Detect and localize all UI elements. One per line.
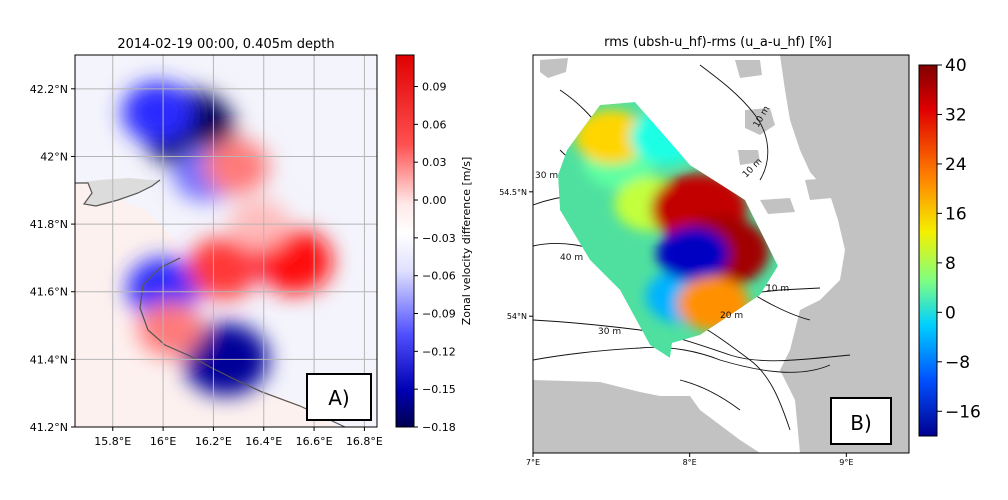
panel-a-grid (75, 55, 377, 427)
panel-b-cbar-tick-label-6: −8 (945, 353, 970, 373)
panel-b-cbar-tick-label-3: 16 (945, 204, 967, 224)
panel-a-x-tick-label-0: 15.8°E (94, 435, 131, 448)
panel-a-x-axis: 15.8°E 16°E 16.2°E 16.4°E 16.6°E 16.8°E (94, 427, 383, 448)
panel-a-y-tick-label-2: 41.8°N (30, 218, 68, 231)
panel-a-colorbar-ticks: 0.09 0.06 0.03 0.00 −0.03 −0.06 −0.09 −0.12 −0.1… (414, 81, 456, 434)
panel-b-x-axis: 7°E 8°E 9°E (526, 453, 853, 467)
panel-a-cbar-tick-label-0: 0.09 (422, 81, 447, 94)
panel-a-cbar-tick-label-7: −0.12 (422, 345, 456, 358)
contour-label-10m-a: 10 m (766, 284, 789, 294)
panel-a-cbar-tick-label-8: −0.15 (422, 383, 456, 396)
panel-a-label-box (306, 373, 372, 421)
panel-a-label: A) (328, 386, 349, 410)
panel-a-y-axis: 42.2°N 42°N 41.8°N 41.6°N 41.4°N 41.2°N (30, 83, 75, 434)
contour-label-40m-a: 40 m (560, 253, 583, 263)
panel-a-y-tick-label-5: 41.2°N (30, 421, 68, 434)
panel-a-x-tick-label-4: 16.6°E (296, 435, 333, 448)
panel-a-cbar-tick-label-6: −0.09 (422, 308, 456, 321)
panel-b-cbar-tick-label-2: 24 (945, 155, 967, 175)
panel-a-field-blob-9 (137, 301, 204, 357)
panel-a-colorbar-label: Zonal velocity difference [m/s] (460, 157, 473, 325)
panel-a-land-nw (75, 178, 160, 206)
panel-a-y-tick-label-1: 42°N (40, 150, 68, 163)
panel-a-title: 2014-02-19 00:00, 0.405m depth (117, 37, 334, 52)
panel-b-label-box (830, 397, 892, 445)
panel-b-colorbar (918, 64, 938, 437)
panel-b-label: B) (850, 411, 872, 435)
panel-b-y-tick-label-1: 54°N (507, 312, 527, 321)
panel-b-cbar-tick-label-7: −16 (945, 402, 981, 422)
panel-b-x-tick-label-0: 7°E (526, 458, 540, 467)
contour-label-20m: 20 m (720, 311, 743, 321)
panel-a-cbar-tick-label-9: −0.18 (422, 421, 456, 434)
panel-b-land (533, 55, 909, 453)
panel-b-colorbar-ticks: 40 32 24 16 8 0 −8 −16 (937, 56, 981, 422)
panel-a-cbar-tick-label-1: 0.06 (422, 118, 447, 131)
contour-label-30m-b: 30 m (535, 171, 558, 181)
panel-a-y-tick-label-3: 41.6°N (30, 286, 68, 299)
panel-b-cbar-tick-label-1: 32 (945, 105, 967, 125)
panel-b-y-axis: 54.5°N 54°N (499, 188, 533, 321)
panel-b: rms (ubsh-u_hf)-rms (u_a-u_hf) [%] (499, 35, 981, 467)
panel-b-cbar-tick-label-4: 8 (945, 254, 956, 274)
panel-a-frame (74, 54, 378, 428)
panel-a-colorbar (395, 54, 415, 428)
panel-b-x-tick-label-1: 8°E (683, 458, 697, 467)
panel-a-field-blob-1 (122, 81, 195, 144)
panel-b-field (575, 110, 769, 331)
panel-a-x-tick-label-2: 16.2°E (195, 435, 232, 448)
panel-a-coastline (75, 179, 346, 427)
panel-b-cbar-tick-label-0: 40 (945, 56, 967, 76)
panel-a: 2014-02-19 00:00, 0.405m depth 15.8°E 16°… (30, 37, 473, 448)
panel-a-field-blob-8 (203, 138, 269, 195)
panel-a-y-tick-label-0: 42.2°N (30, 83, 68, 96)
panel-a-cbar-tick-label-5: −0.06 (422, 270, 456, 283)
panel-b-frame (532, 54, 910, 454)
panel-b-x-tick-label-2: 9°E (839, 458, 853, 467)
panel-a-x-tick-label-1: 16°E (150, 435, 176, 448)
panel-a-field-blob-7 (187, 237, 260, 299)
contour-label-30m: 30 m (598, 327, 621, 337)
panel-a-y-tick-label-4: 41.4°N (30, 353, 68, 366)
panel-a-field-blob-6 (255, 228, 333, 294)
panel-a-cbar-tick-label-4: −0.03 (422, 232, 456, 245)
panel-b-title: rms (ubsh-u_hf)-rms (u_a-u_hf) [%] (604, 35, 832, 50)
panel-a-x-tick-label-5: 16.8°E (346, 435, 383, 448)
panel-a-cbar-tick-label-2: 0.03 (422, 156, 447, 169)
panel-b-field-zone-6 (575, 110, 648, 165)
panel-b-field-zone-5 (656, 227, 729, 281)
panel-b-y-tick-label-0: 54.5°N (499, 188, 527, 197)
panel-a-cbar-tick-label-3: 0.00 (422, 194, 447, 207)
panel-a-x-tick-label-3: 16.4°E (245, 435, 282, 448)
panel-b-cbar-tick-label-5: 0 (945, 303, 956, 323)
